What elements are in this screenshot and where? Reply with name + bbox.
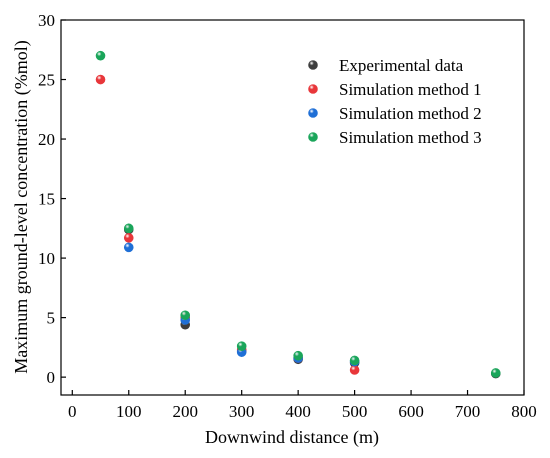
x-tick-label: 400 bbox=[285, 402, 311, 421]
data-point-method1 bbox=[349, 365, 360, 375]
y-tick-label: 5 bbox=[47, 309, 56, 328]
data-point-method3 bbox=[123, 223, 134, 234]
legend-marker bbox=[308, 108, 318, 118]
data-point-method3 bbox=[490, 368, 501, 378]
y-tick-label: 0 bbox=[47, 368, 56, 387]
y-axis-ticks: 0 5 10 15 20 25 30 bbox=[38, 11, 66, 387]
y-tick-label: 15 bbox=[38, 190, 55, 209]
legend-label: Simulation method 1 bbox=[339, 80, 482, 99]
data-point-method2 bbox=[123, 242, 134, 253]
y-tick-label: 10 bbox=[38, 249, 55, 268]
legend-marker bbox=[308, 132, 318, 142]
legend-label: Simulation method 2 bbox=[339, 104, 482, 123]
legend-label: Simulation method 3 bbox=[339, 128, 482, 147]
plot-frame bbox=[60, 19, 525, 396]
x-tick-label: 700 bbox=[455, 402, 481, 421]
x-tick-label: 300 bbox=[229, 402, 255, 421]
x-tick-label: 0 bbox=[68, 402, 77, 421]
x-axis-title: Downwind distance (m) bbox=[205, 427, 379, 448]
legend: Experimental data Simulation method 1 Simu… bbox=[308, 56, 482, 147]
data-point-method1 bbox=[95, 74, 106, 85]
data-point-method3 bbox=[236, 341, 247, 351]
data-point-method3 bbox=[180, 310, 191, 321]
x-tick-label: 800 bbox=[511, 402, 537, 421]
data-point-method3 bbox=[293, 350, 303, 361]
x-axis-ticks: 0 100 200 300 400 500 600 700 800 bbox=[68, 390, 537, 421]
x-tick-label: 500 bbox=[342, 402, 368, 421]
legend-label: Experimental data bbox=[339, 56, 464, 75]
x-tick-label: 100 bbox=[116, 402, 142, 421]
data-point-method1 bbox=[123, 233, 134, 243]
legend-marker bbox=[308, 60, 318, 70]
legend-marker bbox=[308, 84, 318, 94]
x-tick-label: 600 bbox=[398, 402, 424, 421]
data-point-method3 bbox=[349, 355, 360, 366]
y-axis-title: Maximum ground-level concentration (%mol… bbox=[11, 40, 32, 373]
y-tick-label: 20 bbox=[38, 130, 55, 149]
data-point-method3 bbox=[95, 50, 106, 61]
axes bbox=[60, 19, 525, 396]
data-points bbox=[95, 50, 501, 379]
y-tick-label: 30 bbox=[38, 11, 55, 30]
y-tick-label: 25 bbox=[38, 71, 55, 90]
x-tick-label: 200 bbox=[172, 402, 198, 421]
